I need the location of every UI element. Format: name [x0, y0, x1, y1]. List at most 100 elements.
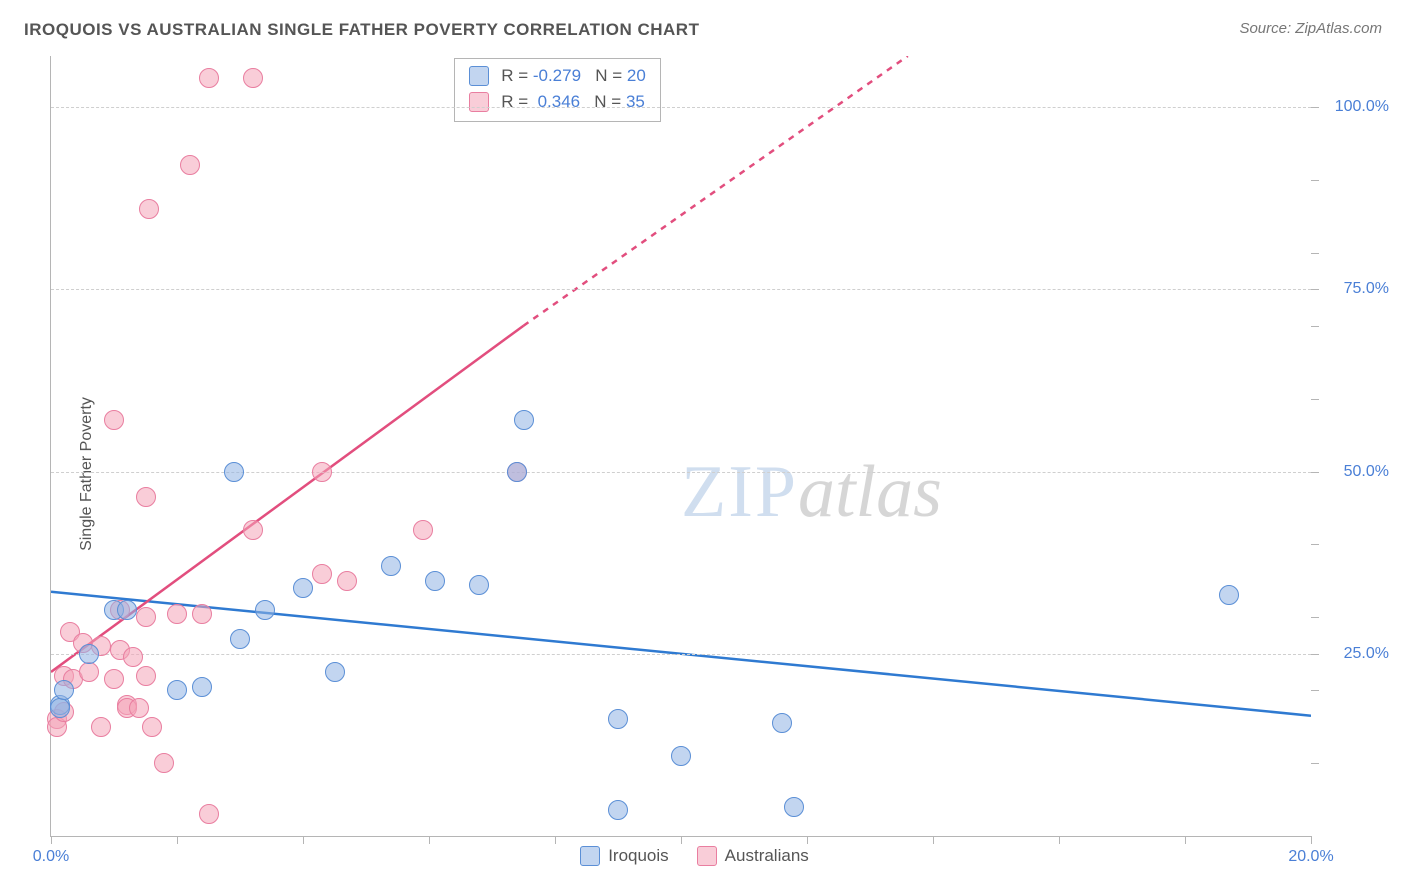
legend-item: Australians — [697, 846, 809, 866]
point-iroquois — [608, 709, 628, 729]
y-tick-label: 100.0% — [1319, 98, 1389, 116]
point-australians — [104, 410, 124, 430]
y-tick — [1311, 654, 1319, 655]
point-australians — [136, 487, 156, 507]
y-tick — [1311, 690, 1319, 691]
trend-line — [51, 326, 524, 672]
swatch-icon — [580, 846, 600, 866]
legend-item: Iroquois — [580, 846, 668, 866]
point-iroquois — [425, 571, 445, 591]
x-tick — [933, 836, 934, 844]
point-australians — [312, 564, 332, 584]
source-attribution: Source: ZipAtlas.com — [1239, 20, 1382, 37]
y-tick — [1311, 289, 1319, 290]
y-tick — [1311, 472, 1319, 473]
point-australians — [91, 717, 111, 737]
gridline — [51, 289, 1311, 290]
point-iroquois — [469, 575, 489, 595]
y-tick — [1311, 399, 1319, 400]
point-australians — [136, 607, 156, 627]
point-iroquois — [192, 677, 212, 697]
swatch-icon — [697, 846, 717, 866]
x-tick — [1311, 836, 1312, 844]
point-iroquois — [325, 662, 345, 682]
plot-area: ZIPatlas R = -0.279 N = 20R = 0.346 N = … — [50, 56, 1311, 837]
y-tick — [1311, 326, 1319, 327]
y-tick — [1311, 617, 1319, 618]
point-australians — [79, 662, 99, 682]
x-tick — [807, 836, 808, 844]
watermark-atlas: atlas — [798, 451, 942, 533]
point-australians — [413, 520, 433, 540]
stats-row: R = -0.279 N = 20 — [469, 63, 646, 89]
point-australians — [142, 717, 162, 737]
point-iroquois — [772, 713, 792, 733]
series-legend: Iroquois Australians — [580, 846, 809, 866]
point-iroquois — [117, 600, 137, 620]
point-iroquois — [671, 746, 691, 766]
y-tick — [1311, 544, 1319, 545]
chart-title: IROQUOIS VS AUSTRALIAN SINGLE FATHER POV… — [24, 20, 699, 39]
point-iroquois — [507, 462, 527, 482]
point-iroquois — [50, 698, 70, 718]
point-australians — [243, 68, 263, 88]
point-australians — [180, 155, 200, 175]
watermark-zip: ZIP — [681, 451, 798, 533]
x-tick — [51, 836, 52, 844]
point-australians — [192, 604, 212, 624]
y-tick-label: 50.0% — [1319, 463, 1389, 481]
x-tick — [555, 836, 556, 844]
watermark: ZIPatlas — [681, 450, 942, 535]
stats-legend-box: R = -0.279 N = 20R = 0.346 N = 35 — [454, 58, 661, 122]
legend-label: Iroquois — [608, 846, 668, 866]
y-tick — [1311, 253, 1319, 254]
y-tick-label: 75.0% — [1319, 280, 1389, 298]
trend-lines-svg — [51, 56, 1311, 836]
x-tick — [429, 836, 430, 844]
point-australians — [199, 804, 219, 824]
stats-text: R = -0.279 N = 20 — [501, 63, 646, 89]
point-australians — [104, 669, 124, 689]
point-iroquois — [293, 578, 313, 598]
gridline — [51, 107, 1311, 108]
y-tick — [1311, 107, 1319, 108]
point-iroquois — [54, 680, 74, 700]
x-tick — [681, 836, 682, 844]
point-australians — [167, 604, 187, 624]
point-australians — [154, 753, 174, 773]
point-australians — [312, 462, 332, 482]
point-australians — [337, 571, 357, 591]
stats-row: R = 0.346 N = 35 — [469, 89, 646, 115]
chart-container: Single Father Poverty ZIPatlas R = -0.27… — [0, 56, 1406, 892]
x-tick — [177, 836, 178, 844]
point-iroquois — [784, 797, 804, 817]
swatch-icon — [469, 92, 489, 112]
gridline — [51, 654, 1311, 655]
point-iroquois — [167, 680, 187, 700]
x-tick — [303, 836, 304, 844]
point-australians — [136, 666, 156, 686]
point-iroquois — [79, 644, 99, 664]
y-tick-label: 25.0% — [1319, 645, 1389, 663]
stats-text: R = 0.346 N = 35 — [501, 89, 645, 115]
point-australians — [243, 520, 263, 540]
point-australians — [129, 698, 149, 718]
y-tick — [1311, 180, 1319, 181]
point-iroquois — [514, 410, 534, 430]
point-australians — [123, 647, 143, 667]
point-iroquois — [224, 462, 244, 482]
point-australians — [139, 199, 159, 219]
point-iroquois — [230, 629, 250, 649]
swatch-icon — [469, 66, 489, 86]
x-tick — [1185, 836, 1186, 844]
point-australians — [199, 68, 219, 88]
point-iroquois — [1219, 585, 1239, 605]
x-tick-label: 20.0% — [1288, 848, 1333, 866]
point-iroquois — [608, 800, 628, 820]
y-tick — [1311, 763, 1319, 764]
x-tick — [1059, 836, 1060, 844]
x-tick-label: 0.0% — [33, 848, 69, 866]
point-iroquois — [381, 556, 401, 576]
legend-label: Australians — [725, 846, 809, 866]
point-iroquois — [255, 600, 275, 620]
